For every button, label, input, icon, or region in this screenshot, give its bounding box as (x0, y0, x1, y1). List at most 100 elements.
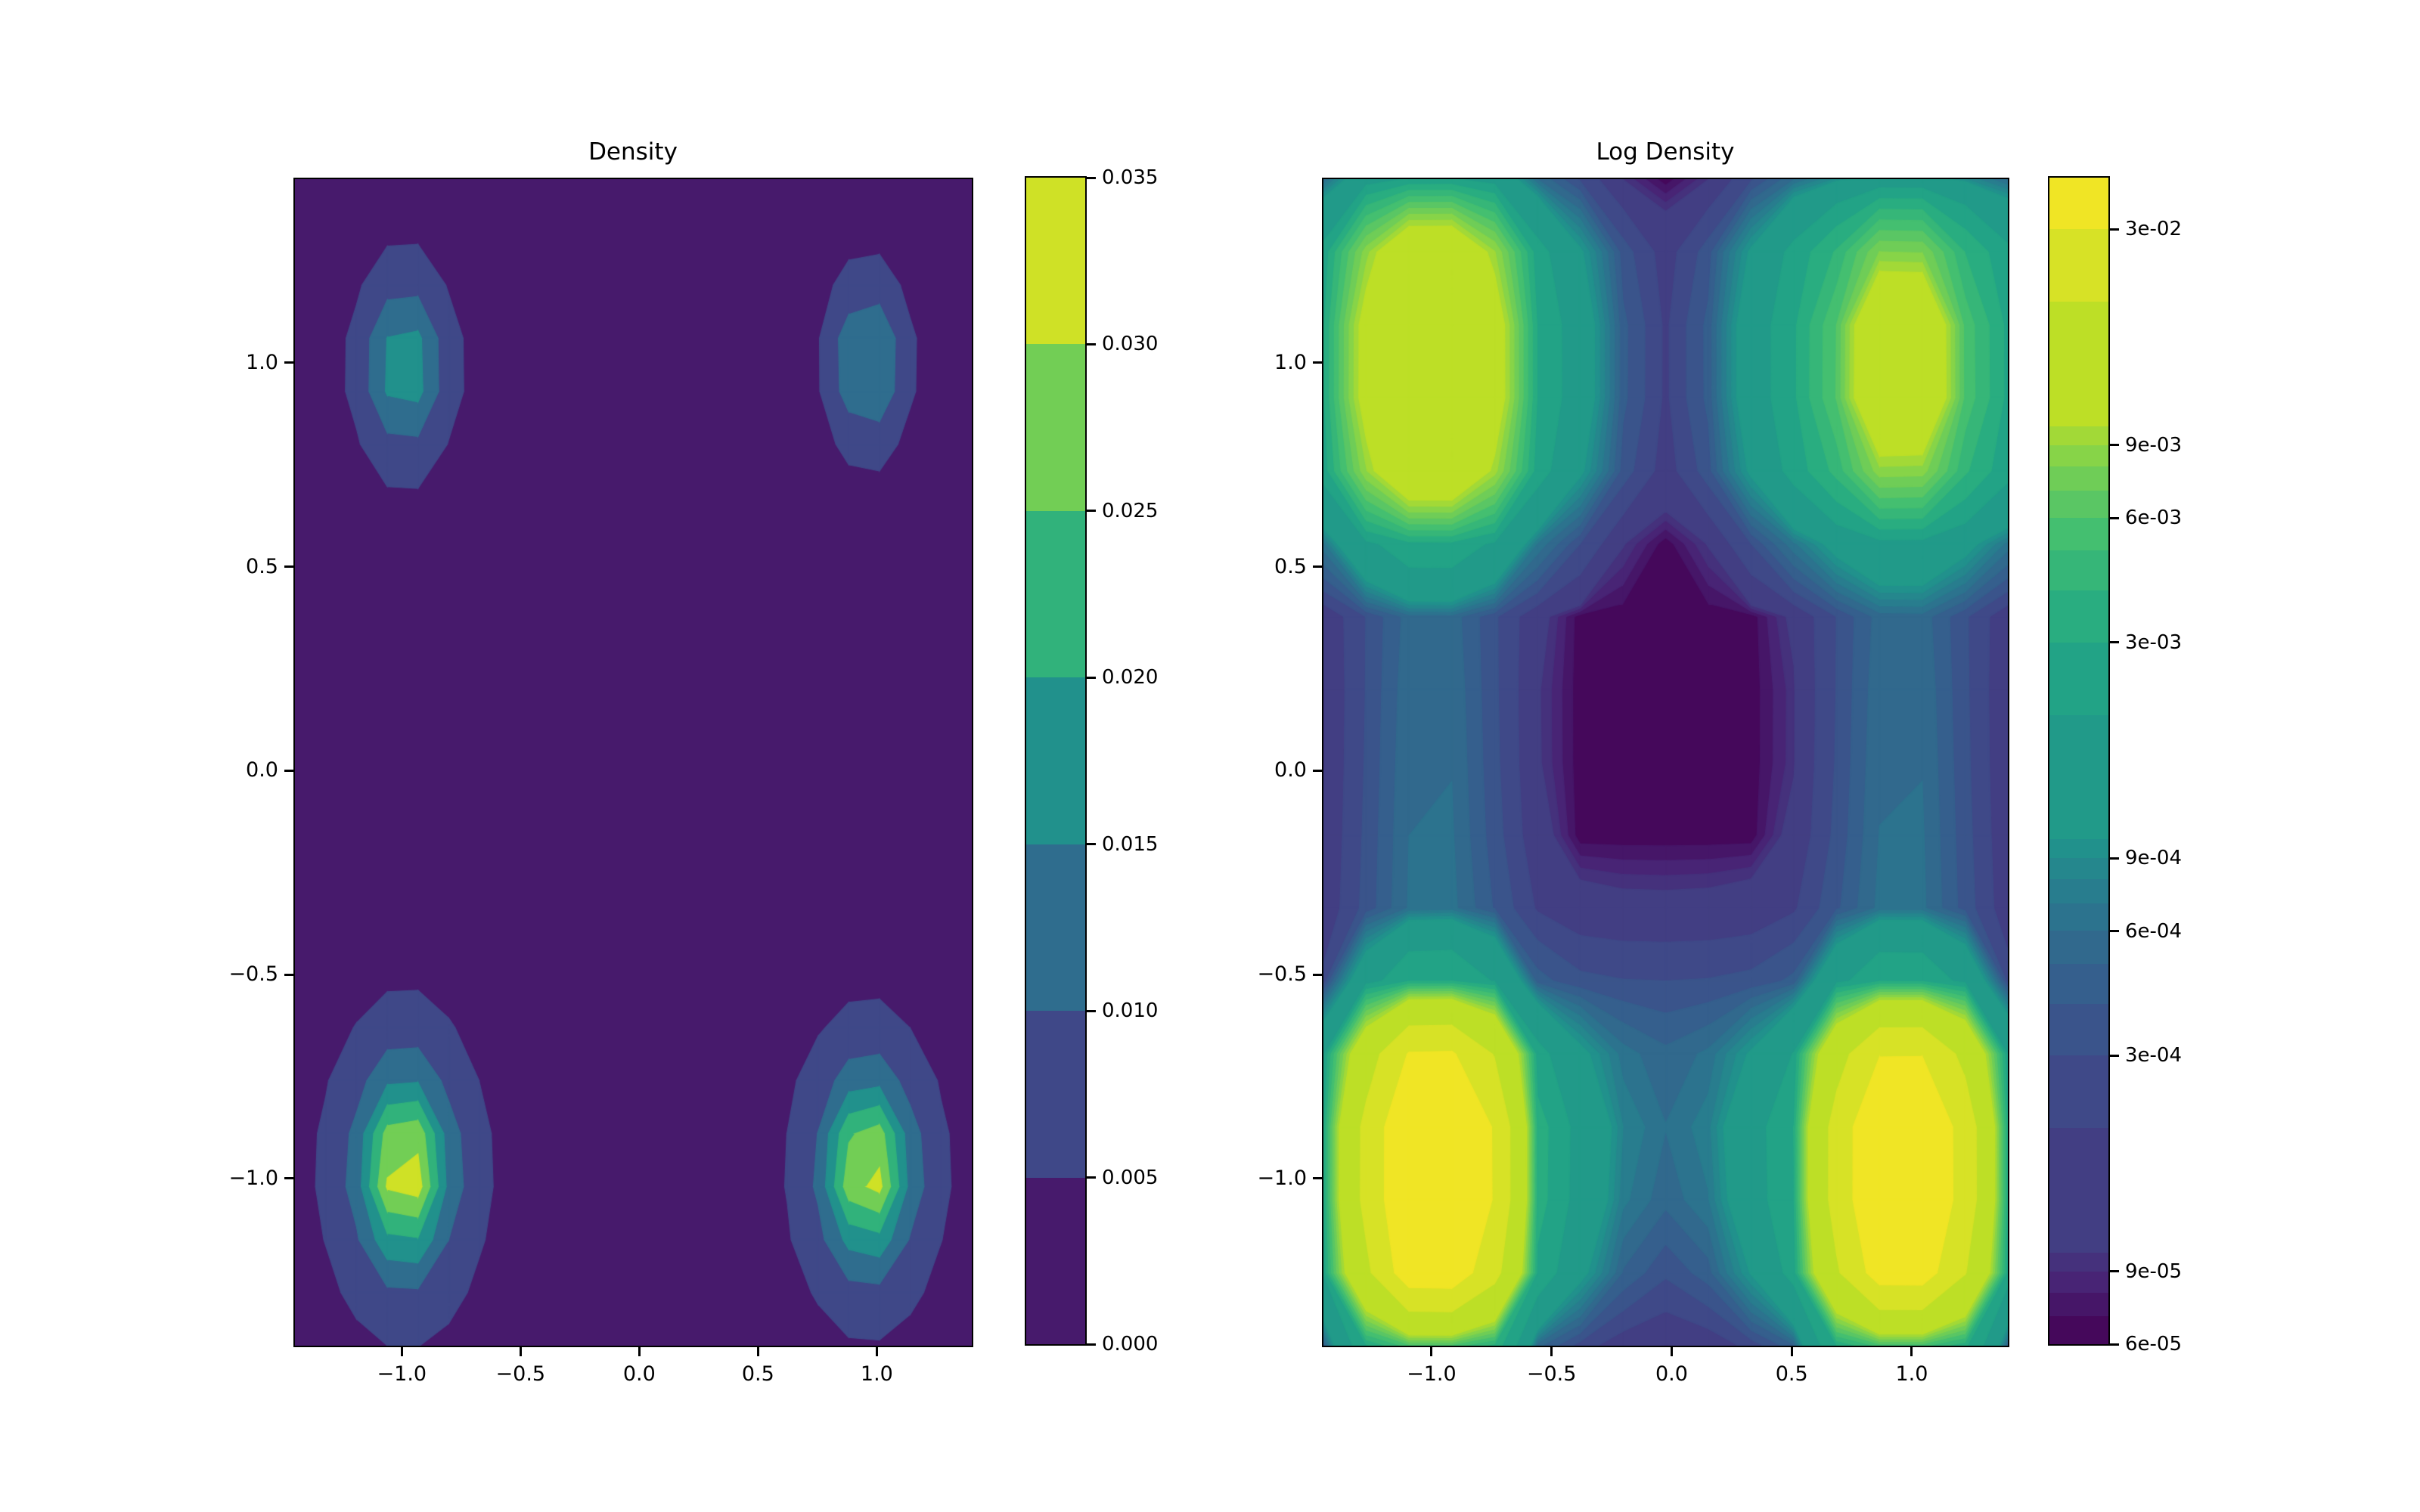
y-axis-tick-label: 1.0 (1274, 350, 1307, 374)
colorbar-band (2049, 466, 2108, 491)
colorbar-tick (2110, 1343, 2119, 1346)
x-axis-tick (1910, 1347, 1913, 1356)
y-axis-tick (284, 565, 293, 569)
x-axis-tick-label: −0.5 (495, 1362, 546, 1386)
colorbar-tick (2110, 857, 2119, 860)
y-axis-tick-label: 0.5 (246, 554, 278, 578)
colorbar-tick (2110, 1270, 2119, 1273)
density-contour-canvas (295, 179, 972, 1346)
colorbar-band (2049, 178, 2108, 230)
colorbar-band (1026, 344, 1085, 511)
colorbar-tick (2110, 444, 2119, 447)
colorbar-tick-label: 0.025 (1102, 499, 1159, 522)
colorbar-tick (1087, 1343, 1096, 1346)
y-axis-tick-label: 0.0 (246, 758, 278, 782)
y-axis-tick-label: −1.0 (228, 1166, 278, 1190)
x-axis-tick (1430, 1347, 1433, 1356)
colorbar-band (1026, 844, 1085, 1012)
colorbar-band (2049, 1316, 2108, 1344)
colorbar-band (2049, 1292, 2108, 1317)
colorbar-band (1026, 510, 1085, 678)
colorbar-band (2049, 879, 2108, 903)
x-axis-tick-label: −1.0 (377, 1362, 427, 1386)
colorbar-band (2049, 1003, 2108, 1055)
colorbar-tick-label: 0.015 (1102, 832, 1159, 856)
colorbar-tick-label: 6e-04 (2125, 919, 2183, 943)
log-density-axes (1322, 178, 2009, 1347)
colorbar-tick (1087, 342, 1096, 345)
colorbar-tick-label: 9e-03 (2125, 433, 2183, 457)
colorbar-tick-label: 3e-03 (2125, 631, 2183, 654)
y-axis-tick (1313, 973, 1322, 976)
colorbar-tick (2110, 516, 2119, 519)
colorbar-band (2049, 1128, 2108, 1253)
log-density-colorbar (2048, 176, 2110, 1346)
colorbar-band (2049, 839, 2108, 859)
colorbar-band (2049, 1271, 2108, 1293)
colorbar-tick-label: 9e-04 (2125, 847, 2183, 870)
log-density-contour-canvas (1323, 179, 2008, 1346)
colorbar-band (2049, 931, 2108, 964)
y-axis-tick-label: 1.0 (246, 350, 278, 374)
x-axis-tick (519, 1347, 522, 1356)
colorbar-band (2049, 445, 2108, 466)
y-axis-tick-label: 0.5 (1274, 554, 1307, 578)
colorbar-tick-label: 0.020 (1102, 666, 1159, 689)
colorbar-band (1026, 178, 1085, 345)
colorbar-tick (1087, 1176, 1096, 1179)
colorbar-tick-label: 0.005 (1102, 1166, 1159, 1189)
colorbar-tick (2110, 641, 2119, 644)
x-axis-tick-label: 0.5 (1775, 1362, 1808, 1386)
density-colorbar (1025, 176, 1087, 1346)
y-axis-tick-label: −0.5 (1257, 962, 1307, 987)
colorbar-tick-label: 3e-02 (2125, 218, 2183, 241)
y-axis-tick (1313, 769, 1322, 772)
x-axis-tick-label: 1.0 (1895, 1362, 1928, 1386)
colorbar-band (2049, 229, 2108, 302)
y-axis-tick (1313, 565, 1322, 569)
density-axes (293, 178, 973, 1347)
x-axis-tick (875, 1347, 878, 1356)
colorbar-tick-label: 0.000 (1102, 1333, 1159, 1356)
colorbar-tick (1087, 1009, 1096, 1012)
density-plot-title: Density (588, 138, 678, 166)
y-axis-tick (284, 1177, 293, 1180)
log-density-plot-title: Log Density (1596, 138, 1735, 166)
colorbar-tick-label: 0.010 (1102, 999, 1159, 1023)
x-axis-tick-label: 1.0 (860, 1362, 893, 1386)
colorbar-band (1026, 1177, 1085, 1344)
colorbar-band (2049, 302, 2108, 426)
x-axis-tick-label: 0.5 (741, 1362, 774, 1386)
x-axis-tick-label: −1.0 (1407, 1362, 1457, 1386)
colorbar-band (1026, 1011, 1085, 1178)
colorbar-tick (2110, 930, 2119, 933)
colorbar-tick-label: 0.035 (1102, 166, 1159, 189)
colorbar-tick (1087, 510, 1096, 513)
x-axis-tick (1670, 1347, 1673, 1356)
colorbar-band (2049, 1252, 2108, 1272)
colorbar-tick (1087, 676, 1096, 679)
x-axis-tick (1550, 1347, 1553, 1356)
colorbar-band (2049, 963, 2108, 1004)
y-axis-tick (1313, 361, 1322, 364)
colorbar-tick (1087, 843, 1096, 846)
colorbar-band (2049, 550, 2108, 591)
colorbar-band (1026, 677, 1085, 844)
y-axis-tick-label: −0.5 (228, 962, 278, 987)
colorbar-tick-label: 0.030 (1102, 333, 1159, 356)
colorbar-band (2049, 1055, 2108, 1129)
colorbar-tick-label: 3e-04 (2125, 1044, 2183, 1067)
y-axis-tick (284, 361, 293, 364)
y-axis-tick (284, 769, 293, 772)
colorbar-band (2049, 858, 2108, 880)
colorbar-tick (2110, 1054, 2119, 1057)
y-axis-tick-label: 0.0 (1274, 758, 1307, 782)
colorbar-band (2049, 903, 2108, 931)
colorbar-band (2049, 490, 2108, 519)
y-axis-tick (284, 973, 293, 976)
colorbar-tick-label: 6e-03 (2125, 507, 2183, 530)
x-axis-tick-label: −0.5 (1526, 1362, 1577, 1386)
y-axis-tick-label: −1.0 (1257, 1166, 1307, 1190)
colorbar-tick (2110, 228, 2119, 231)
x-axis-tick (1790, 1347, 1793, 1356)
